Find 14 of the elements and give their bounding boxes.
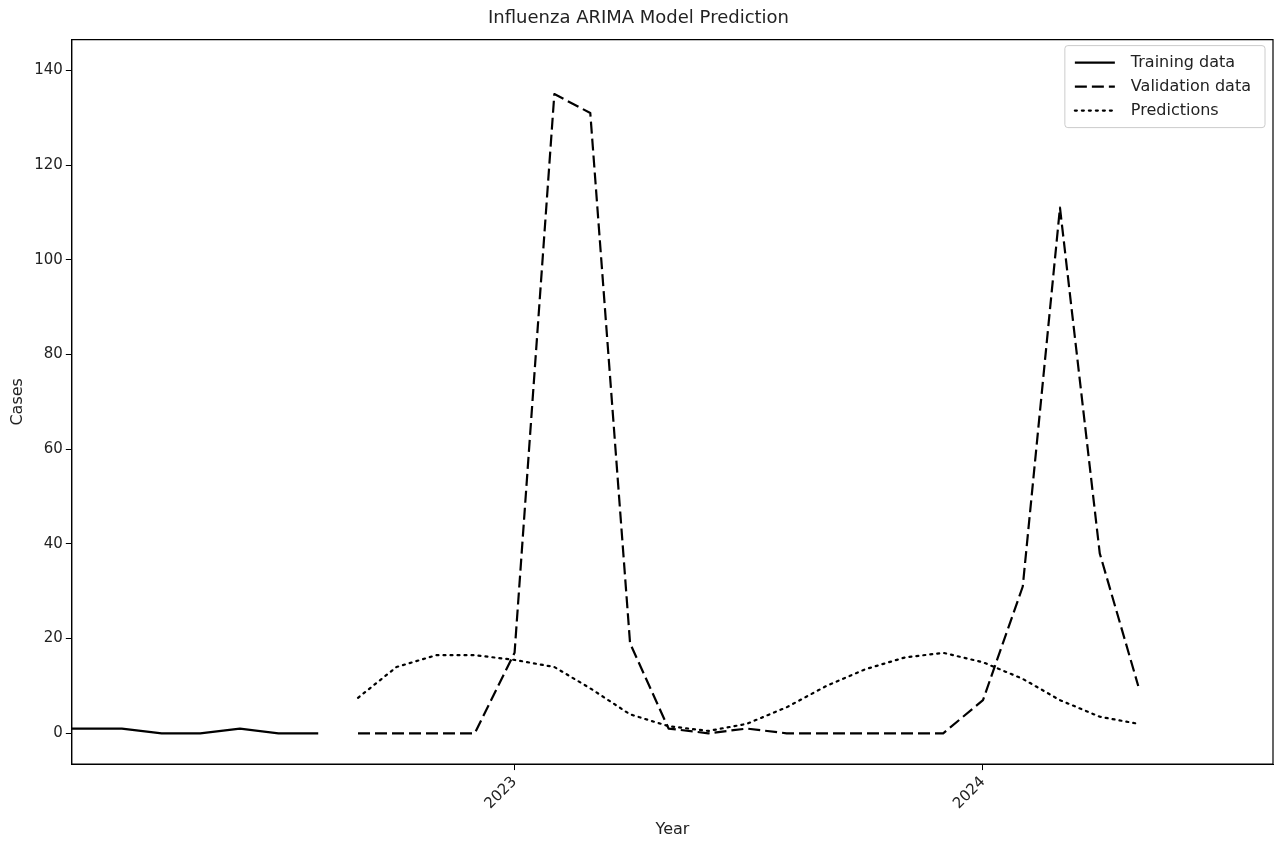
y-tick-label: 100 bbox=[34, 249, 63, 268]
y-tick-label: 140 bbox=[34, 60, 63, 79]
y-tick-label: 40 bbox=[43, 533, 63, 552]
y-tick-label: 60 bbox=[43, 439, 63, 458]
y-tick-label: 80 bbox=[43, 344, 63, 363]
legend-label: Training data bbox=[1129, 51, 1236, 71]
y-tick-label: 0 bbox=[53, 723, 63, 742]
y-tick-label: 20 bbox=[43, 628, 63, 647]
y-axis-title: Cases bbox=[6, 378, 26, 426]
x-axis-title: Year bbox=[654, 818, 690, 838]
legend-label: Predictions bbox=[1130, 99, 1219, 119]
y-tick-label: 120 bbox=[34, 154, 63, 173]
chart-title: Influenza ARIMA Model Prediction bbox=[487, 6, 790, 28]
legend-label: Validation data bbox=[1130, 75, 1252, 95]
